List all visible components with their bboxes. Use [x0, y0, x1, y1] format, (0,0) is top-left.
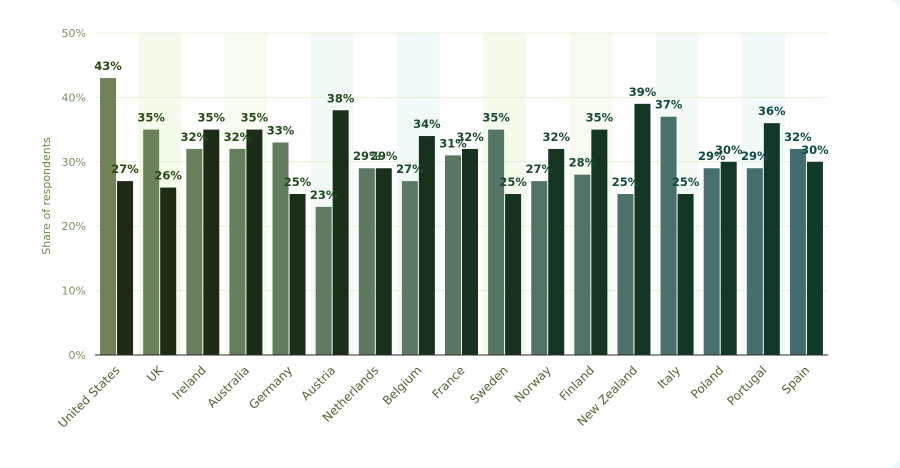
data-label: 43% — [94, 59, 122, 73]
data-label: 35% — [137, 111, 165, 125]
x-tick-label: Portugal — [724, 363, 769, 408]
bar — [418, 136, 435, 355]
bar — [660, 116, 677, 355]
bar — [531, 181, 548, 355]
bar — [375, 168, 392, 355]
bar — [229, 148, 246, 355]
data-label: 29% — [698, 149, 726, 163]
x-tick-label: France — [430, 363, 468, 401]
data-label: 35% — [586, 111, 614, 125]
data-label: 32% — [456, 130, 484, 144]
bar — [505, 194, 522, 355]
data-label: 30% — [715, 143, 743, 157]
data-labels: 43%27%35%26%32%35%32%35%33%25%23%38%29%2… — [94, 59, 829, 202]
y-tick-label: 10% — [62, 285, 86, 298]
bar — [806, 161, 823, 355]
data-label: 32% — [224, 130, 252, 144]
data-label: 27% — [525, 162, 553, 176]
bar — [401, 181, 418, 355]
bar — [203, 129, 220, 355]
data-label: 35% — [482, 111, 510, 125]
data-label: 25% — [612, 175, 640, 189]
data-label: 27% — [396, 162, 424, 176]
data-label: 39% — [629, 85, 657, 99]
x-tick-label: Sweden — [467, 363, 510, 406]
data-label: 31% — [439, 136, 467, 150]
bar — [746, 168, 763, 355]
data-label: 32% — [542, 130, 570, 144]
bar — [315, 206, 332, 355]
data-label: 37% — [655, 98, 683, 112]
y-tick-label: 50% — [62, 27, 86, 40]
bar — [720, 161, 737, 355]
x-tick-label: Poland — [688, 363, 726, 401]
data-label: 34% — [413, 117, 441, 131]
bar — [634, 103, 651, 355]
y-axis-label: Share of respondents — [40, 137, 53, 255]
data-label: 36% — [758, 104, 786, 118]
x-tick-label: Belgium — [380, 363, 425, 408]
bar — [160, 187, 177, 355]
data-label: 25% — [499, 175, 527, 189]
y-tick-label: 0% — [69, 349, 86, 362]
data-label: 28% — [569, 156, 597, 170]
data-label: 27% — [111, 162, 139, 176]
bar — [548, 148, 565, 355]
bar — [763, 123, 780, 355]
bar — [574, 174, 591, 355]
y-tick-label: 20% — [62, 220, 86, 233]
bar — [246, 129, 263, 355]
bar — [143, 129, 160, 355]
x-tick-label: Germany — [246, 363, 295, 412]
bar — [332, 110, 349, 355]
bar — [789, 148, 806, 355]
bar — [272, 142, 289, 355]
x-tick-label: Ireland — [170, 363, 209, 402]
x-tick-label: Austria — [298, 363, 338, 403]
data-label: 29% — [741, 149, 769, 163]
data-label: 29% — [353, 149, 381, 163]
data-label: 38% — [327, 91, 355, 105]
bar — [462, 148, 478, 355]
x-tick-label: UK — [144, 362, 166, 384]
data-label: 30% — [801, 143, 829, 157]
x-tick-label: Australia — [205, 363, 252, 410]
x-tick-label: Italy — [655, 363, 683, 391]
data-label: 25% — [284, 175, 312, 189]
data-label: 25% — [672, 175, 700, 189]
data-label: 26% — [154, 169, 182, 183]
data-label: 35% — [241, 111, 269, 125]
bar — [358, 168, 375, 355]
bar — [488, 129, 505, 355]
x-tick-label: Spain — [779, 363, 813, 397]
y-tick-label: 40% — [62, 91, 86, 104]
data-label: 32% — [181, 130, 209, 144]
y-tick-label: 30% — [62, 156, 86, 169]
bar — [289, 194, 306, 355]
data-label: 29% — [370, 149, 398, 163]
data-label: 33% — [267, 123, 295, 137]
x-tick-label: Norway — [512, 363, 554, 405]
y-axis-ticks: 0% 10% 20% 30% 40% 50% — [62, 27, 86, 362]
data-label: 23% — [310, 188, 338, 202]
data-label: 35% — [198, 111, 226, 125]
bar — [703, 168, 720, 355]
bar — [445, 155, 461, 355]
bar — [100, 78, 117, 355]
bar — [617, 194, 634, 355]
bar — [591, 129, 608, 355]
bar — [117, 181, 134, 355]
bar — [186, 148, 203, 355]
data-label: 32% — [784, 130, 812, 144]
bar — [677, 194, 694, 355]
x-tick-label: United States — [55, 363, 122, 430]
bars — [100, 78, 823, 355]
x-tick-label: Finland — [557, 363, 597, 403]
